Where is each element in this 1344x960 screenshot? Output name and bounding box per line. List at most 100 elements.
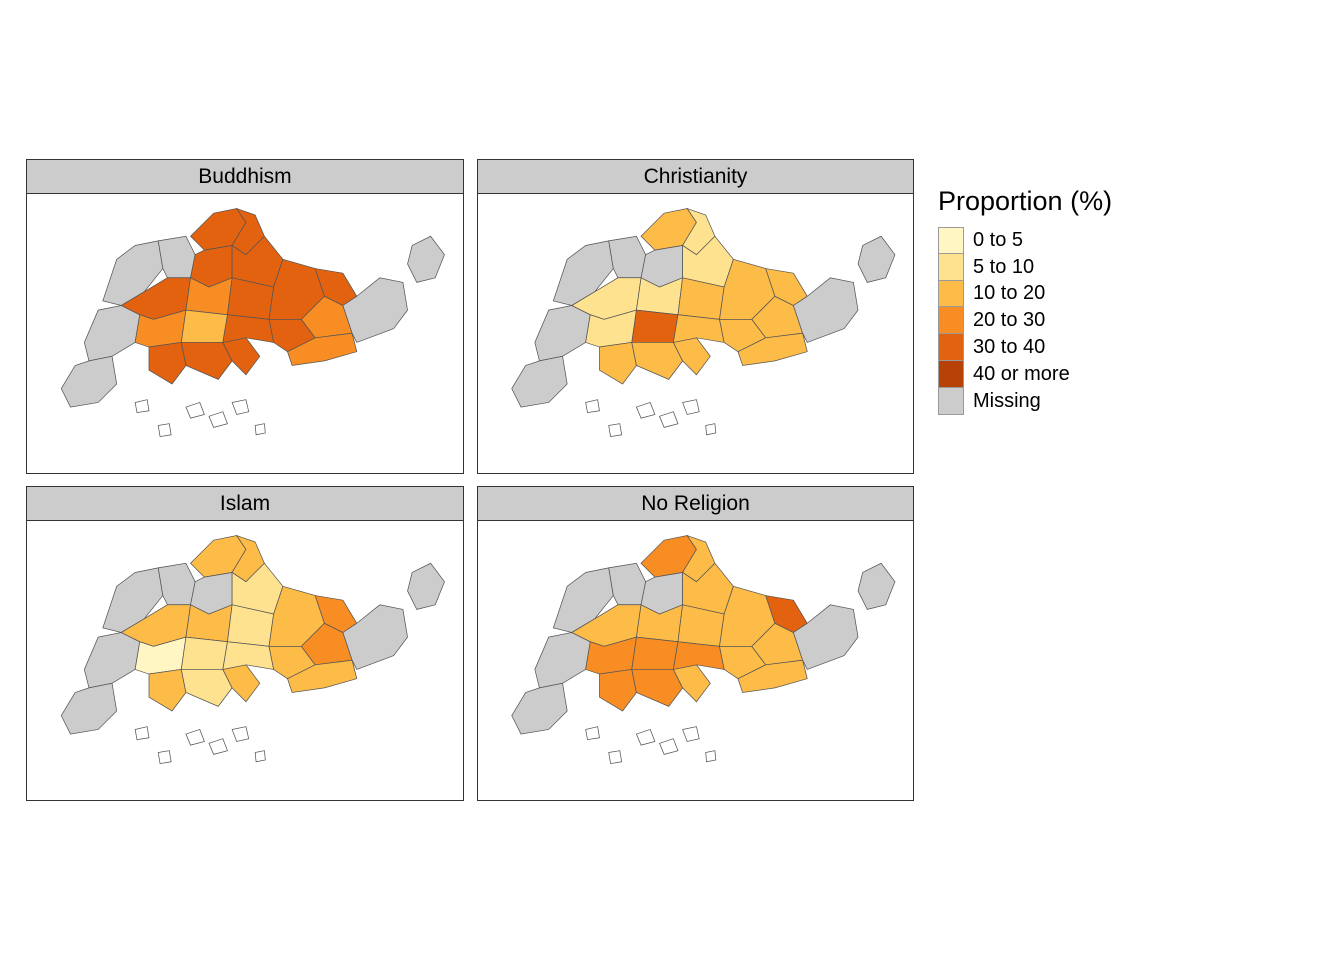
map-region bbox=[534, 305, 591, 362]
map-island bbox=[608, 423, 623, 438]
map-island bbox=[157, 423, 172, 438]
map-island bbox=[585, 399, 600, 414]
map-island bbox=[635, 728, 656, 746]
map-region bbox=[792, 277, 859, 343]
map-panel-christianity: Christianity bbox=[477, 159, 914, 474]
map-region bbox=[511, 355, 568, 408]
panel-title-christianity: Christianity bbox=[478, 160, 913, 194]
map-region bbox=[180, 309, 228, 343]
legend-item-30-to-40: 30 to 40 bbox=[938, 334, 1112, 361]
map-region bbox=[737, 332, 808, 366]
map-region bbox=[631, 636, 679, 670]
legend-label: 10 to 20 bbox=[973, 282, 1046, 305]
legend-item-5-to-10: 5 to 10 bbox=[938, 253, 1112, 281]
map-region bbox=[407, 235, 445, 283]
choropleth-map-islam bbox=[27, 521, 463, 800]
map-island bbox=[157, 750, 172, 765]
legend-item-10-to-20: 10 to 20 bbox=[938, 280, 1112, 308]
panel-title-no-religion: No Religion bbox=[478, 487, 913, 521]
choropleth-map-christianity bbox=[478, 194, 913, 473]
map-island bbox=[608, 750, 623, 765]
legend-swatch bbox=[938, 307, 964, 335]
map-region bbox=[222, 314, 275, 343]
map-panel-buddhism: Buddhism bbox=[26, 159, 464, 474]
map-regions bbox=[511, 207, 896, 438]
panel-title-buddhism: Buddhism bbox=[27, 160, 463, 194]
map-island bbox=[585, 726, 600, 741]
map-region bbox=[511, 682, 568, 735]
map-region bbox=[148, 342, 187, 385]
map-region bbox=[60, 355, 118, 408]
map-region bbox=[608, 562, 647, 606]
map-island bbox=[185, 401, 205, 419]
map-island bbox=[682, 726, 700, 742]
map-region bbox=[631, 669, 684, 707]
choropleth-map-buddhism bbox=[27, 194, 463, 473]
map-island bbox=[254, 423, 266, 436]
map-legend: Proportion (%) 0 to 5 5 to 10 10 to 20 2… bbox=[938, 186, 1112, 415]
map-island bbox=[659, 738, 679, 755]
panel-title-islam: Islam bbox=[27, 487, 463, 521]
map-region bbox=[857, 235, 896, 283]
choropleth-map-no-religion bbox=[478, 521, 913, 800]
legend-item-40-or-more: 40 or more bbox=[938, 360, 1112, 388]
map-regions bbox=[511, 534, 896, 765]
legend-label: Missing bbox=[973, 389, 1041, 412]
legend-label: 0 to 5 bbox=[973, 228, 1024, 251]
legend-label: 5 to 10 bbox=[973, 255, 1035, 278]
map-region bbox=[287, 659, 358, 693]
legend-swatch bbox=[938, 360, 964, 388]
map-region bbox=[342, 604, 408, 670]
map-region bbox=[599, 342, 637, 385]
legend-swatch bbox=[938, 227, 964, 254]
map-region bbox=[180, 669, 233, 707]
map-region bbox=[287, 332, 358, 366]
map-region bbox=[672, 314, 725, 343]
map-island bbox=[254, 750, 266, 763]
map-island bbox=[659, 411, 679, 428]
map-island bbox=[682, 399, 700, 415]
map-region bbox=[180, 636, 228, 670]
map-regions bbox=[60, 534, 445, 765]
legend-swatch bbox=[938, 253, 964, 281]
map-island bbox=[134, 399, 150, 414]
map-region bbox=[83, 632, 141, 689]
map-region bbox=[857, 562, 896, 610]
map-island bbox=[208, 738, 228, 755]
legend-swatch bbox=[938, 280, 964, 308]
map-region bbox=[599, 669, 637, 712]
map-region bbox=[672, 641, 725, 670]
legend-item-missing: Missing bbox=[938, 387, 1112, 415]
map-island bbox=[705, 423, 717, 436]
map-island bbox=[208, 411, 228, 428]
map-island bbox=[635, 401, 656, 419]
map-panel-no-religion: No Religion bbox=[477, 486, 914, 801]
map-island bbox=[134, 726, 150, 741]
map-region bbox=[631, 309, 679, 343]
map-region bbox=[83, 305, 141, 362]
map-regions bbox=[60, 207, 445, 438]
legend-swatch bbox=[938, 387, 964, 415]
map-island bbox=[231, 726, 250, 742]
legend-label: 20 to 30 bbox=[973, 309, 1046, 332]
map-region bbox=[534, 632, 591, 689]
map-region bbox=[342, 277, 408, 343]
legend-items: 0 to 5 5 to 10 10 to 20 20 to 30 30 to 4… bbox=[938, 227, 1112, 415]
map-region bbox=[180, 342, 233, 380]
legend-label: 40 or more bbox=[973, 362, 1070, 385]
map-island bbox=[705, 750, 717, 763]
map-region bbox=[792, 604, 859, 670]
map-region bbox=[737, 659, 808, 693]
map-region bbox=[60, 682, 118, 735]
legend-item-0-to-5: 0 to 5 bbox=[938, 227, 1112, 254]
map-region bbox=[631, 342, 684, 380]
map-region bbox=[148, 669, 187, 712]
map-region bbox=[157, 235, 196, 279]
map-region bbox=[157, 562, 196, 606]
map-region bbox=[407, 562, 445, 610]
legend-item-20-to-30: 20 to 30 bbox=[938, 307, 1112, 335]
legend-label: 30 to 40 bbox=[973, 336, 1046, 359]
map-panel-islam: Islam bbox=[26, 486, 464, 801]
map-region bbox=[222, 641, 275, 670]
map-region bbox=[608, 235, 647, 279]
